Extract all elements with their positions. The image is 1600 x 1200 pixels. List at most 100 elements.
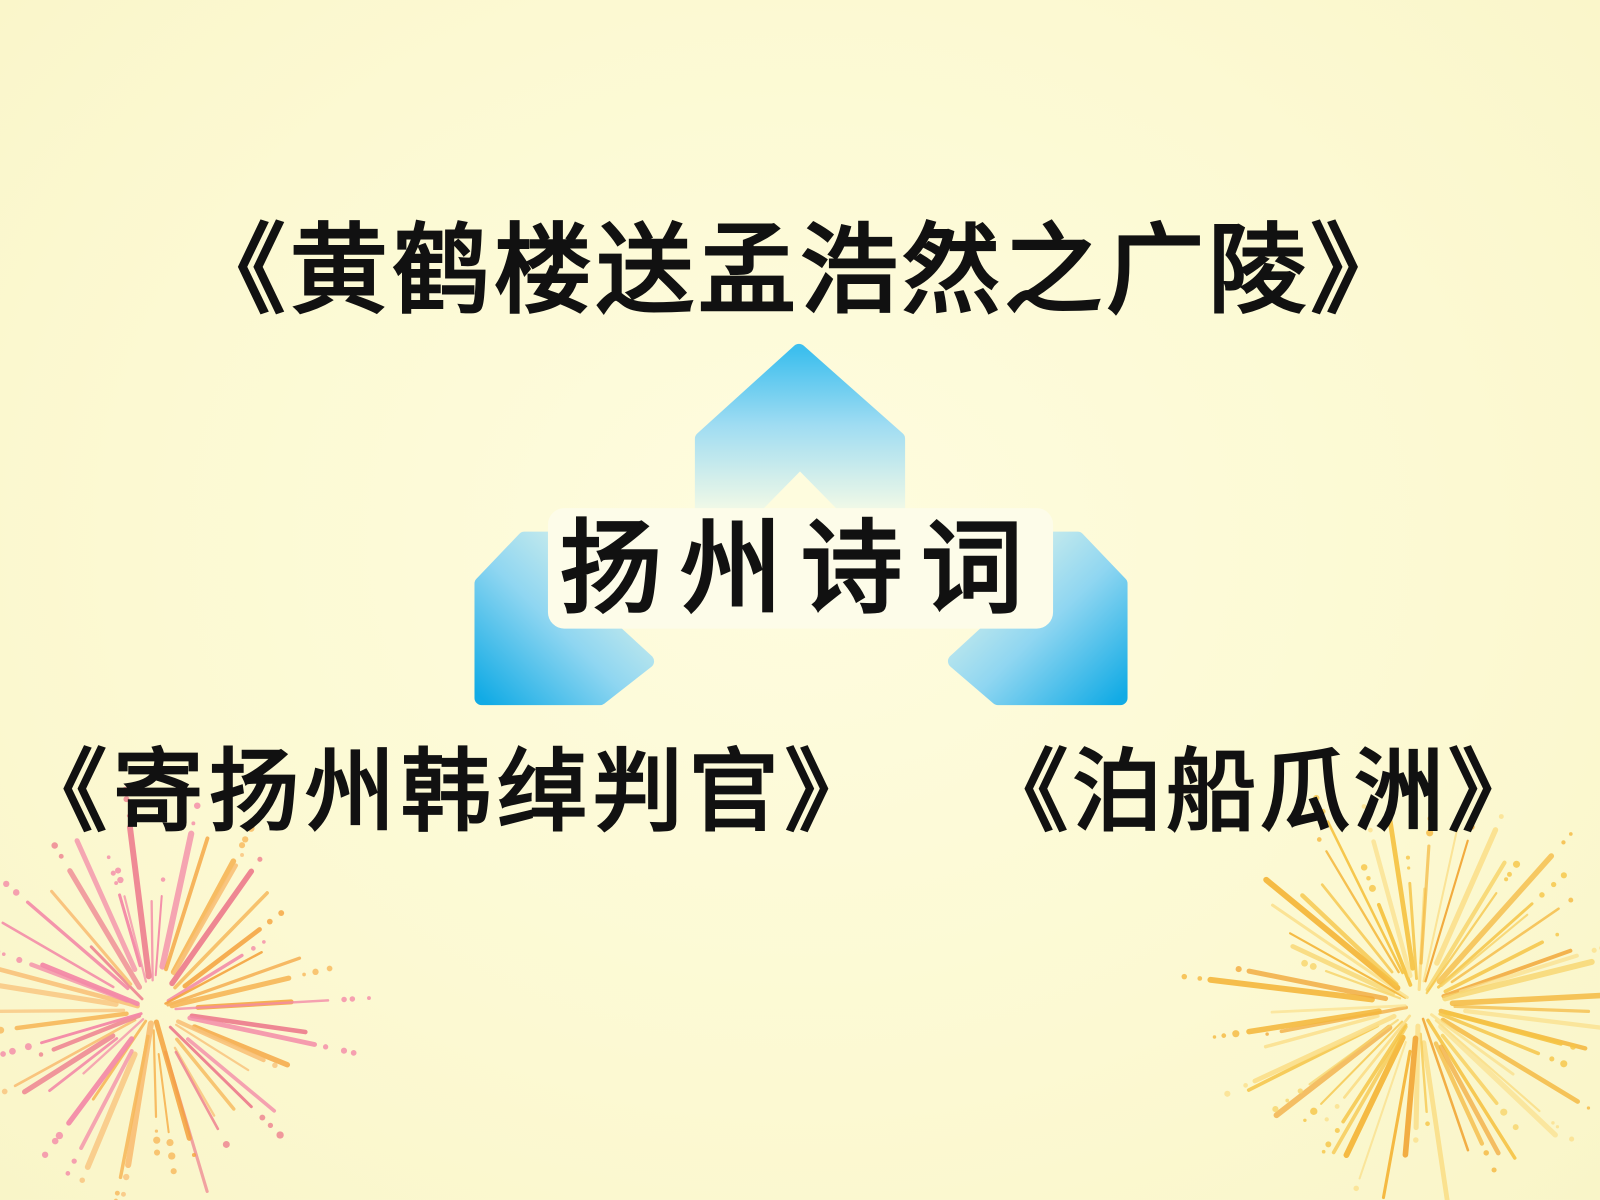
firework-spark bbox=[41, 1151, 49, 1158]
firework-ray bbox=[186, 1037, 277, 1113]
firework-ray bbox=[82, 1018, 145, 1075]
firework-left-icon bbox=[0, 786, 371, 1200]
firework-ray bbox=[1320, 1020, 1404, 1105]
firework-ray bbox=[1324, 969, 1402, 1000]
firework-spark bbox=[1325, 1141, 1332, 1148]
firework-ray bbox=[67, 868, 143, 990]
firework-ray bbox=[159, 830, 195, 970]
firework-ray bbox=[1331, 1025, 1408, 1155]
firework-spark bbox=[1320, 808, 1326, 815]
firework-spark bbox=[1500, 1108, 1508, 1116]
firework-spark bbox=[1, 952, 6, 957]
firework-spark bbox=[1551, 881, 1557, 888]
firework-spark bbox=[1272, 1106, 1279, 1113]
firework-ray bbox=[173, 891, 269, 990]
firework-spark bbox=[1221, 1033, 1227, 1038]
firework-spark bbox=[1321, 1149, 1326, 1154]
firework-spark bbox=[1324, 1117, 1329, 1122]
firework-ray bbox=[1300, 893, 1399, 987]
firework-spark bbox=[1309, 962, 1317, 970]
firework-spark bbox=[267, 1122, 274, 1129]
firework-spark bbox=[1353, 1185, 1359, 1192]
firework-ray bbox=[1308, 1018, 1399, 1086]
firework-ray bbox=[182, 927, 262, 989]
firework-spark bbox=[1366, 876, 1371, 881]
firework-ray bbox=[1376, 902, 1413, 987]
firework-ray bbox=[176, 1019, 266, 1063]
firework-spark bbox=[126, 814, 131, 818]
firework-ray bbox=[48, 1037, 119, 1093]
poem-title-bottom-right: 《泊船瓜洲》 bbox=[978, 737, 1542, 844]
firework-ray bbox=[174, 1023, 250, 1072]
firework-ray bbox=[191, 1024, 291, 1068]
firework-ray bbox=[164, 836, 210, 972]
firework-ray bbox=[172, 863, 239, 976]
firework-ray bbox=[1436, 902, 1534, 989]
firework-ray bbox=[1425, 860, 1507, 992]
firework-ray bbox=[166, 956, 302, 1007]
firework-ray bbox=[66, 1036, 135, 1126]
firework-ray bbox=[0, 967, 140, 1009]
firework-spark bbox=[1586, 1106, 1591, 1110]
firework-spark bbox=[1483, 1150, 1489, 1156]
firework-ray bbox=[118, 1034, 150, 1180]
firework-ray bbox=[1426, 1018, 1517, 1160]
firework-ray bbox=[1419, 1032, 1428, 1114]
center-title: 扬州诗词 bbox=[559, 508, 1042, 629]
firework-ray bbox=[1434, 827, 1499, 966]
firework-spark bbox=[1360, 864, 1368, 871]
firework-spark bbox=[349, 996, 356, 1002]
firework-ray bbox=[1270, 1004, 1407, 1014]
firework-ray bbox=[1263, 876, 1401, 991]
firework-spark bbox=[1313, 794, 1320, 802]
firework-spark bbox=[51, 842, 58, 849]
firework-ray bbox=[1450, 907, 1560, 984]
firework-spark bbox=[1224, 1090, 1231, 1097]
firework-spark bbox=[117, 876, 124, 884]
firework-ray bbox=[1425, 892, 1498, 995]
firework-spark bbox=[123, 796, 130, 803]
firework-ray bbox=[175, 1037, 236, 1111]
firework-spark bbox=[9, 1047, 16, 1055]
firework-spark bbox=[247, 824, 255, 832]
firework-spark bbox=[1426, 829, 1434, 837]
firework-spark bbox=[1243, 1083, 1248, 1088]
firework-ray bbox=[1424, 839, 1469, 983]
firework-ray bbox=[1438, 1044, 1501, 1156]
firework-ray bbox=[1207, 976, 1375, 1003]
firework-spark bbox=[168, 1152, 176, 1160]
firework-ray bbox=[1438, 1023, 1558, 1138]
firework-ray bbox=[1449, 992, 1600, 1007]
firework-spark bbox=[326, 965, 333, 972]
firework-spark bbox=[51, 1137, 59, 1145]
firework-spark bbox=[1301, 959, 1308, 967]
firework-spark bbox=[1413, 1137, 1419, 1143]
firework-ray bbox=[14, 1011, 129, 1031]
firework-spark bbox=[1568, 897, 1574, 903]
firework-spark bbox=[1512, 860, 1521, 868]
firework-ray bbox=[1342, 1014, 1412, 1099]
logo-right-piece bbox=[947, 531, 1128, 706]
firework-ray bbox=[21, 1033, 116, 1095]
firework-ray bbox=[150, 899, 154, 982]
center-title-plate bbox=[547, 508, 1054, 629]
firework-ray bbox=[1358, 1041, 1407, 1180]
firework-ray bbox=[1443, 940, 1544, 994]
firework-spark bbox=[1569, 1136, 1575, 1142]
firework-spark bbox=[266, 918, 273, 925]
firework-spark bbox=[1316, 837, 1322, 842]
firework-ray bbox=[154, 894, 163, 977]
firework-spark bbox=[153, 1149, 161, 1156]
firework-spark bbox=[1591, 947, 1597, 953]
firework-ray bbox=[157, 1052, 170, 1134]
firework-spark bbox=[242, 836, 249, 843]
firework-spark bbox=[1265, 1032, 1269, 1036]
firework-ray bbox=[1325, 850, 1400, 974]
firework-spark bbox=[24, 1043, 32, 1051]
firework-ray bbox=[118, 893, 142, 968]
firework-spark bbox=[222, 1141, 230, 1148]
firework-spark bbox=[1285, 1098, 1290, 1103]
firework-ray bbox=[79, 1049, 134, 1150]
firework-spark bbox=[1498, 814, 1504, 819]
